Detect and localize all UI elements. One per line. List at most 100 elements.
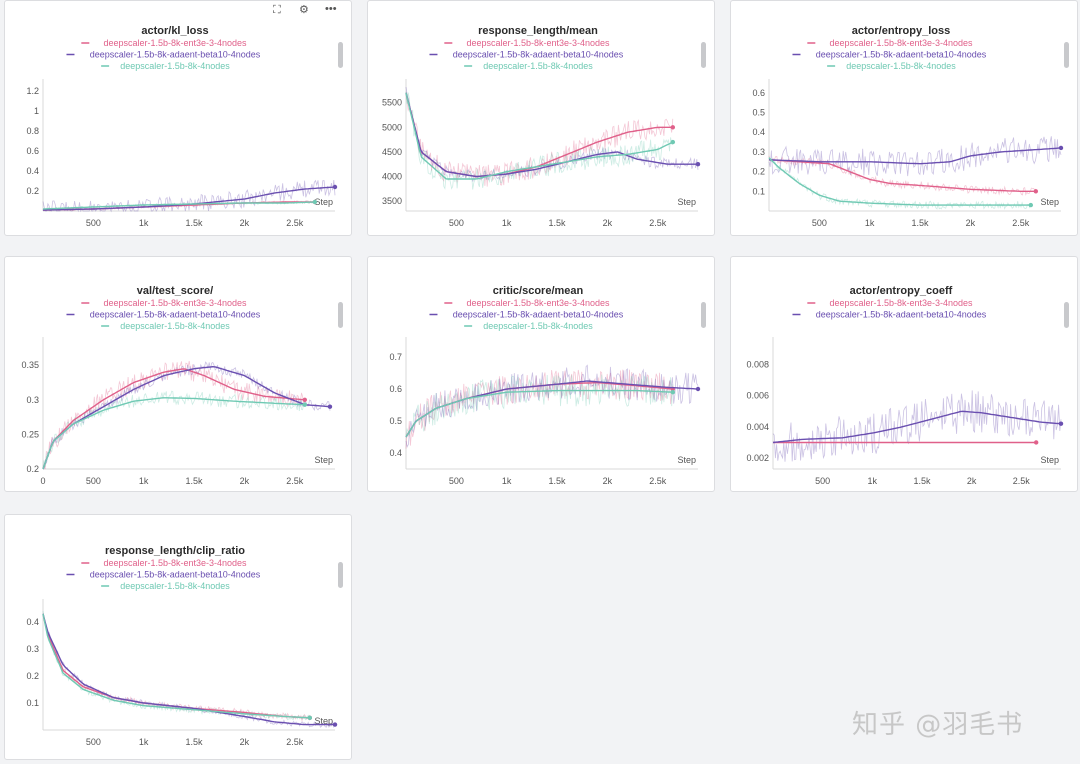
- y-tick-label: 0.1: [752, 186, 765, 196]
- series-raw-trace: [772, 390, 1062, 462]
- series-end-point[interactable]: [1033, 440, 1039, 445]
- series-line[interactable]: [42, 613, 310, 719]
- x-tick-label: 1.5k: [913, 476, 931, 486]
- series-end-point[interactable]: [1033, 189, 1039, 194]
- series-raw-trace: [768, 136, 1062, 177]
- series-end-point[interactable]: [670, 390, 676, 395]
- chart-actor-entropy-loss: actor/entropy_lossdeepscaler-1.5b-8k-ent…: [752, 25, 1069, 228]
- series-end-point[interactable]: [695, 386, 701, 392]
- series-end-point[interactable]: [1058, 145, 1064, 151]
- series-line[interactable]: [768, 147, 1062, 165]
- legend-entry[interactable]: deepscaler-1.5b-8k-adaent-beta10-4nodes: [453, 310, 624, 320]
- series-end-point[interactable]: [695, 162, 701, 167]
- series-line[interactable]: [405, 92, 698, 178]
- x-tick-label: 2k: [240, 218, 250, 228]
- series-line[interactable]: [42, 365, 331, 470]
- series-line[interactable]: [405, 389, 673, 438]
- legend-entry[interactable]: deepscaler-1.5b-8k-4nodes: [120, 581, 230, 591]
- legend-entry[interactable]: deepscaler-1.5b-8k-adaent-beta10-4nodes: [816, 50, 987, 60]
- legend-scrollbar[interactable]: [701, 42, 706, 68]
- series-end-point[interactable]: [1028, 202, 1033, 208]
- legend-entry[interactable]: deepscaler-1.5b-8k-ent3e-3-4nodes: [103, 298, 247, 308]
- series-line[interactable]: [42, 397, 305, 470]
- legend-entry[interactable]: deepscaler-1.5b-8k-ent3e-3-4nodes: [829, 298, 973, 308]
- series-line[interactable]: [42, 368, 305, 470]
- x-tick-label: 1k: [502, 218, 512, 228]
- legend-scrollbar[interactable]: [338, 562, 343, 588]
- series-end-point[interactable]: [670, 125, 676, 130]
- x-tick-label: 2.5k: [286, 218, 304, 228]
- x-tick-label: 1.5k: [549, 476, 567, 486]
- legend-entry[interactable]: deepscaler-1.5b-8k-4nodes: [483, 321, 593, 331]
- legend-scrollbar[interactable]: [1064, 302, 1069, 328]
- legend-entry[interactable]: deepscaler-1.5b-8k-ent3e-3-4nodes: [829, 38, 973, 48]
- legend-entry[interactable]: deepscaler-1.5b-8k-adaent-beta10-4nodes: [90, 310, 261, 320]
- series-line[interactable]: [42, 613, 310, 719]
- series-end-point[interactable]: [307, 715, 313, 721]
- x-tick-label: 1k: [139, 218, 149, 228]
- x-tick-label: 2k: [966, 218, 976, 228]
- x-tick-label: 1.5k: [912, 218, 930, 228]
- series-raw-trace: [405, 87, 699, 182]
- y-tick-label: 0.6: [26, 146, 39, 156]
- x-tick-label: 1k: [868, 476, 878, 486]
- series-raw-trace: [42, 614, 336, 729]
- x-tick-label: 2.5k: [1013, 476, 1031, 486]
- x-tick-label: 1.5k: [186, 737, 204, 747]
- series-end-point[interactable]: [332, 722, 338, 727]
- legend-entry[interactable]: deepscaler-1.5b-8k-ent3e-3-4nodes: [466, 38, 610, 48]
- legend-entry[interactable]: deepscaler-1.5b-8k-4nodes: [120, 61, 230, 71]
- series-end-point[interactable]: [302, 402, 307, 407]
- x-tick-label: 2k: [967, 476, 977, 486]
- series-end-point[interactable]: [327, 404, 333, 409]
- series-end-point[interactable]: [670, 139, 676, 145]
- legend-scrollbar[interactable]: [1064, 42, 1069, 68]
- series-line[interactable]: [768, 157, 1031, 206]
- legend-entry[interactable]: deepscaler-1.5b-8k-adaent-beta10-4nodes: [90, 50, 261, 60]
- legend-entry[interactable]: deepscaler-1.5b-8k-ent3e-3-4nodes: [103, 38, 247, 48]
- y-tick-label: 5000: [382, 122, 402, 132]
- legend-entry[interactable]: deepscaler-1.5b-8k-adaent-beta10-4nodes: [453, 50, 624, 60]
- series-end-point[interactable]: [1058, 421, 1064, 426]
- x-tick-label: 500: [86, 476, 101, 486]
- y-tick-label: 0.3: [26, 644, 39, 654]
- series-end-point[interactable]: [332, 184, 338, 190]
- legend-entry[interactable]: deepscaler-1.5b-8k-ent3e-3-4nodes: [103, 558, 247, 568]
- x-axis-label: Step: [677, 197, 696, 207]
- y-tick-label: 0.4: [752, 127, 765, 137]
- legend-entry[interactable]: deepscaler-1.5b-8k-adaent-beta10-4nodes: [90, 570, 261, 580]
- series-line[interactable]: [768, 159, 1036, 193]
- series-end-point[interactable]: [302, 397, 307, 403]
- y-tick-label: 4000: [382, 172, 402, 182]
- more-icon[interactable]: •••: [325, 3, 337, 15]
- legend-entry[interactable]: deepscaler-1.5b-8k-ent3e-3-4nodes: [466, 298, 610, 308]
- legend-scrollbar[interactable]: [701, 302, 706, 328]
- panel-actor-entropy-coeff: actor/entropy_coeff deepscaler-1.5b-8k-en…: [730, 256, 1078, 492]
- series-line[interactable]: [42, 201, 315, 210]
- panel-critic-score-mean: critic/score/mean deepscaler-1.5b-8k-ent3…: [367, 256, 715, 492]
- y-tick-label: 0.25: [21, 429, 39, 439]
- legend-scrollbar[interactable]: [338, 42, 343, 68]
- x-tick-label: 2.5k: [286, 737, 304, 747]
- legend-entry[interactable]: deepscaler-1.5b-8k-4nodes: [120, 321, 230, 331]
- series-raw-trace: [405, 369, 674, 449]
- y-tick-label: 0.7: [389, 352, 402, 362]
- legend-entry[interactable]: deepscaler-1.5b-8k-4nodes: [483, 61, 593, 71]
- x-axis-label: Step: [314, 197, 333, 207]
- legend-scrollbar[interactable]: [338, 302, 343, 328]
- legend-entry[interactable]: deepscaler-1.5b-8k-adaent-beta10-4nodes: [816, 310, 987, 320]
- series-line[interactable]: [405, 92, 674, 180]
- x-tick-label: 2.5k: [1012, 218, 1030, 228]
- y-tick-label: 0.008: [746, 359, 769, 369]
- fullscreen-icon[interactable]: ⛶: [273, 4, 281, 16]
- y-tick-label: 0.4: [26, 166, 39, 176]
- series-raw-trace: [768, 157, 1032, 210]
- y-tick-label: 0.4: [26, 617, 39, 627]
- series-line[interactable]: [42, 613, 335, 726]
- series-line[interactable]: [772, 410, 1062, 444]
- gear-icon[interactable]: ⚙: [299, 4, 309, 16]
- chart-actor-entropy-coeff: actor/entropy_coeffdeepscaler-1.5b-8k-en…: [746, 285, 1069, 486]
- watermark-text: 知乎 @羽毛书: [852, 710, 1024, 740]
- series-end-point[interactable]: [312, 199, 318, 205]
- legend-entry[interactable]: deepscaler-1.5b-8k-4nodes: [846, 61, 956, 71]
